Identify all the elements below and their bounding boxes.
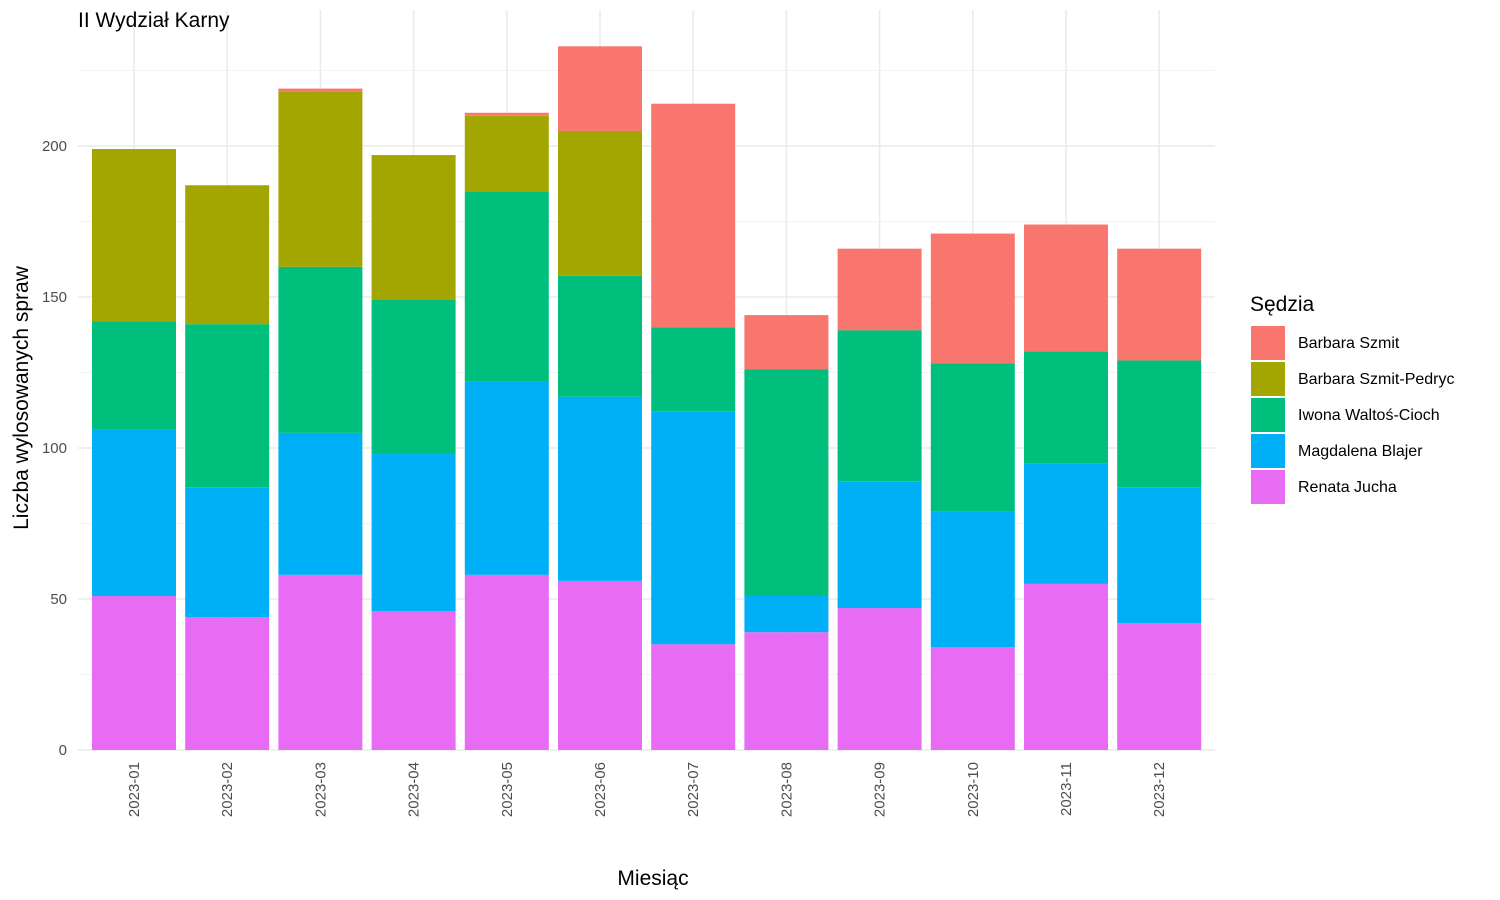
bar-segment [278, 432, 363, 575]
bar-segment [1117, 248, 1202, 361]
bar-segment [744, 595, 829, 633]
bar-segment [837, 608, 922, 750]
bar-segment [558, 46, 642, 131]
bar-segment [558, 275, 642, 397]
bar-segment [185, 617, 270, 750]
bar-segment [558, 580, 642, 750]
x-tick-label: 2023-06 [592, 762, 609, 817]
bar-segment [651, 103, 736, 328]
bar-segment [464, 574, 549, 750]
legend-swatch [1251, 398, 1285, 432]
bar-segment [1024, 583, 1108, 750]
bar-segment [1024, 463, 1108, 584]
bar-segment [651, 327, 736, 412]
bar-segment [651, 644, 736, 750]
bar-segment [558, 396, 642, 581]
bar-segment [1117, 360, 1202, 488]
bar-segment [837, 330, 922, 482]
bar-segment [92, 321, 176, 430]
bar-segment [930, 647, 1015, 750]
bar-segment [651, 411, 736, 645]
legend-label: Magdalena Blajer [1298, 443, 1423, 460]
bar-segment [371, 454, 456, 612]
y-tick-label: 50 [50, 591, 67, 608]
legend-label: Barbara Szmit-Pedryc [1298, 371, 1455, 388]
legend-swatch [1251, 326, 1285, 360]
x-tick-label: 2023-04 [406, 762, 423, 817]
bar-segment [92, 429, 176, 596]
bar-segment [92, 595, 176, 750]
chart-title: II Wydział Karny [78, 9, 230, 32]
x-tick-label: 2023-07 [685, 762, 702, 817]
y-tick-label: 200 [42, 138, 67, 155]
bar-segment [930, 511, 1015, 648]
x-tick-label: 2023-05 [499, 762, 516, 817]
legend: Sędzia Barbara Szmit Barbara Szmit-Pedryc… [1250, 293, 1455, 504]
x-tick-label: 2023-10 [965, 762, 982, 817]
bar-segment [278, 266, 363, 433]
legend-swatch [1251, 470, 1285, 504]
bar-segment [1117, 487, 1202, 624]
y-tick-label: 100 [42, 440, 67, 457]
y-tick-label: 0 [59, 742, 67, 759]
bar-segment [278, 88, 363, 92]
x-tick-label: 2023-01 [126, 762, 143, 817]
bar-segment [371, 155, 456, 301]
bar-segment [92, 149, 176, 322]
bar-segment [744, 632, 829, 750]
bar-segment [1024, 351, 1108, 464]
x-tick-label: 2023-03 [312, 762, 329, 817]
y-tick-label: 150 [42, 289, 67, 306]
bar-segment [837, 248, 922, 331]
x-tick-label: 2023-09 [872, 762, 889, 817]
bars [92, 46, 1202, 750]
legend-swatch [1251, 434, 1285, 468]
bar-segment [464, 112, 549, 116]
x-tick-label: 2023-11 [1058, 762, 1075, 816]
bar-segment [930, 363, 1015, 512]
bar-segment [464, 115, 549, 192]
bar-segment [464, 191, 549, 382]
bar-segment [278, 91, 363, 267]
bar-segment [1117, 623, 1202, 750]
bar-segment [278, 574, 363, 750]
bar-segment [744, 369, 829, 596]
x-tick-label: 2023-12 [1151, 762, 1168, 817]
x-axis-ticks: 2023-01 2023-02 2023-03 2023-04 2023-05 2023-… [126, 762, 1168, 817]
legend-label: Barbara Szmit [1298, 335, 1400, 352]
bar-segment [185, 185, 270, 325]
y-axis-title: Liczba wylosowanych spraw [10, 265, 33, 530]
bar-segment [371, 300, 456, 455]
x-tick-label: 2023-02 [219, 762, 236, 817]
legend-label: Iwona Waltoś-Cioch [1298, 407, 1440, 424]
bar-segment [930, 233, 1015, 364]
x-tick-label: 2023-08 [778, 762, 795, 817]
legend-title: Sędzia [1250, 293, 1315, 316]
bar-segment [371, 611, 456, 750]
bar-segment [185, 324, 270, 488]
legend-label: Renata Jucha [1298, 479, 1397, 496]
x-axis-title: Miesiąc [617, 867, 688, 890]
bar-segment [1024, 224, 1108, 352]
bar-segment [744, 315, 829, 370]
bar-segment [558, 130, 642, 276]
bar-segment [185, 487, 270, 618]
y-axis-ticks: 0 50 100 150 200 [42, 138, 67, 759]
bar-segment [464, 381, 549, 575]
bar-segment [837, 481, 922, 609]
legend-swatch [1251, 362, 1285, 396]
